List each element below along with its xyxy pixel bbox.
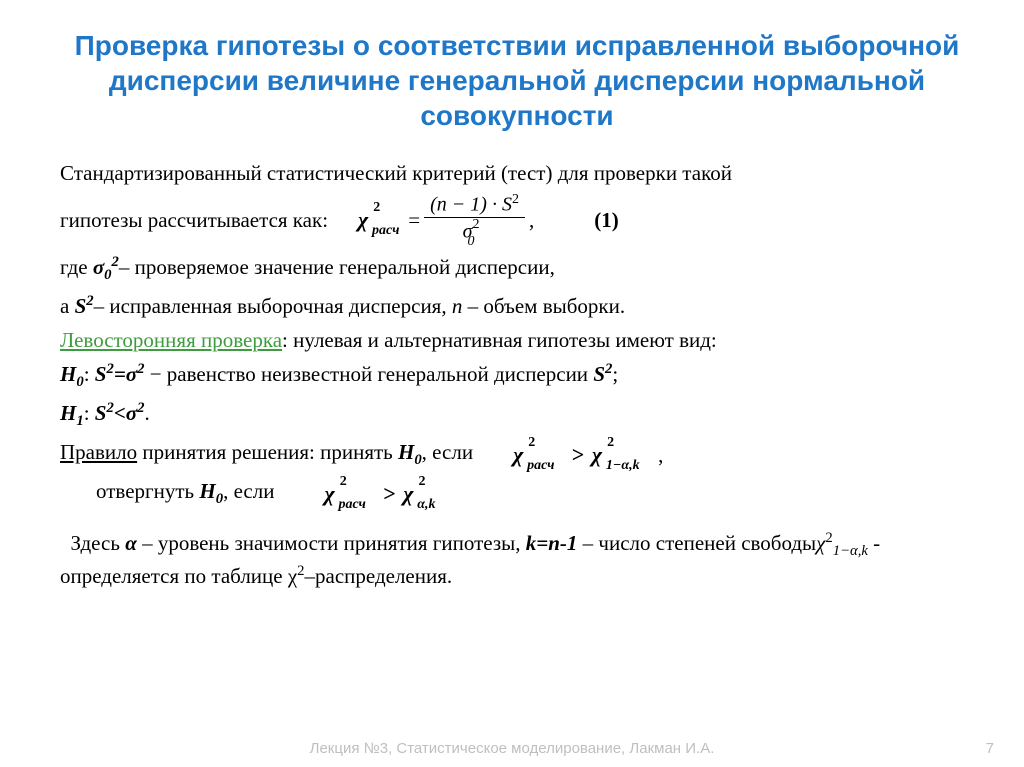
page-number: 7 (986, 740, 994, 757)
footer-text: Лекция №3, Статистическое моделирование,… (0, 740, 1024, 757)
intro-line-1: Стандартизированный статистический крите… (60, 159, 974, 187)
intro-line-2: гипотезы рассчитывается как: (60, 206, 328, 234)
where-s2: а S2– исправленная выборочная дисперсия,… (60, 292, 974, 320)
rule-accept: Правило принятия решения: принять H0, ес… (60, 438, 974, 471)
chi-cond2-right: χ2α,k (403, 479, 413, 509)
body-content: Стандартизированный статистический крите… (60, 159, 974, 590)
chi-rasch: χ2расч (358, 205, 368, 235)
main-fraction: (n − 1) · S2 σ20 (424, 193, 525, 246)
eq-sign: = (408, 206, 420, 234)
where-sigma: где σ02– проверяемое значение генерально… (60, 253, 974, 286)
chi-cond1-left: χ2расч (513, 440, 523, 470)
rule-reject: отвергнуть H0, если χ2расч > χ2α,k (60, 477, 974, 510)
chi-cond1-right: χ21−α,k (592, 440, 602, 470)
left-check: Левосторонняя проверка: нулевая и альтер… (60, 326, 974, 354)
tail-paragraph: Здесь α – уровень значимости принятия ги… (60, 529, 974, 590)
left-check-link[interactable]: Левосторонняя проверка (60, 328, 282, 352)
h1-line: H1: S2<σ2. (60, 399, 974, 432)
formula-tag: (1) (594, 206, 619, 234)
chi-cond2-left: χ2расч (324, 479, 334, 509)
comma-after-formula: , (529, 206, 534, 234)
formula-row: гипотезы рассчитывается как: χ2расч = (n… (60, 193, 974, 246)
h0-line: H0: S2=σ2 − равенство неизвестной генера… (60, 360, 974, 393)
slide-title: Проверка гипотезы о соответствии исправл… (60, 28, 974, 133)
